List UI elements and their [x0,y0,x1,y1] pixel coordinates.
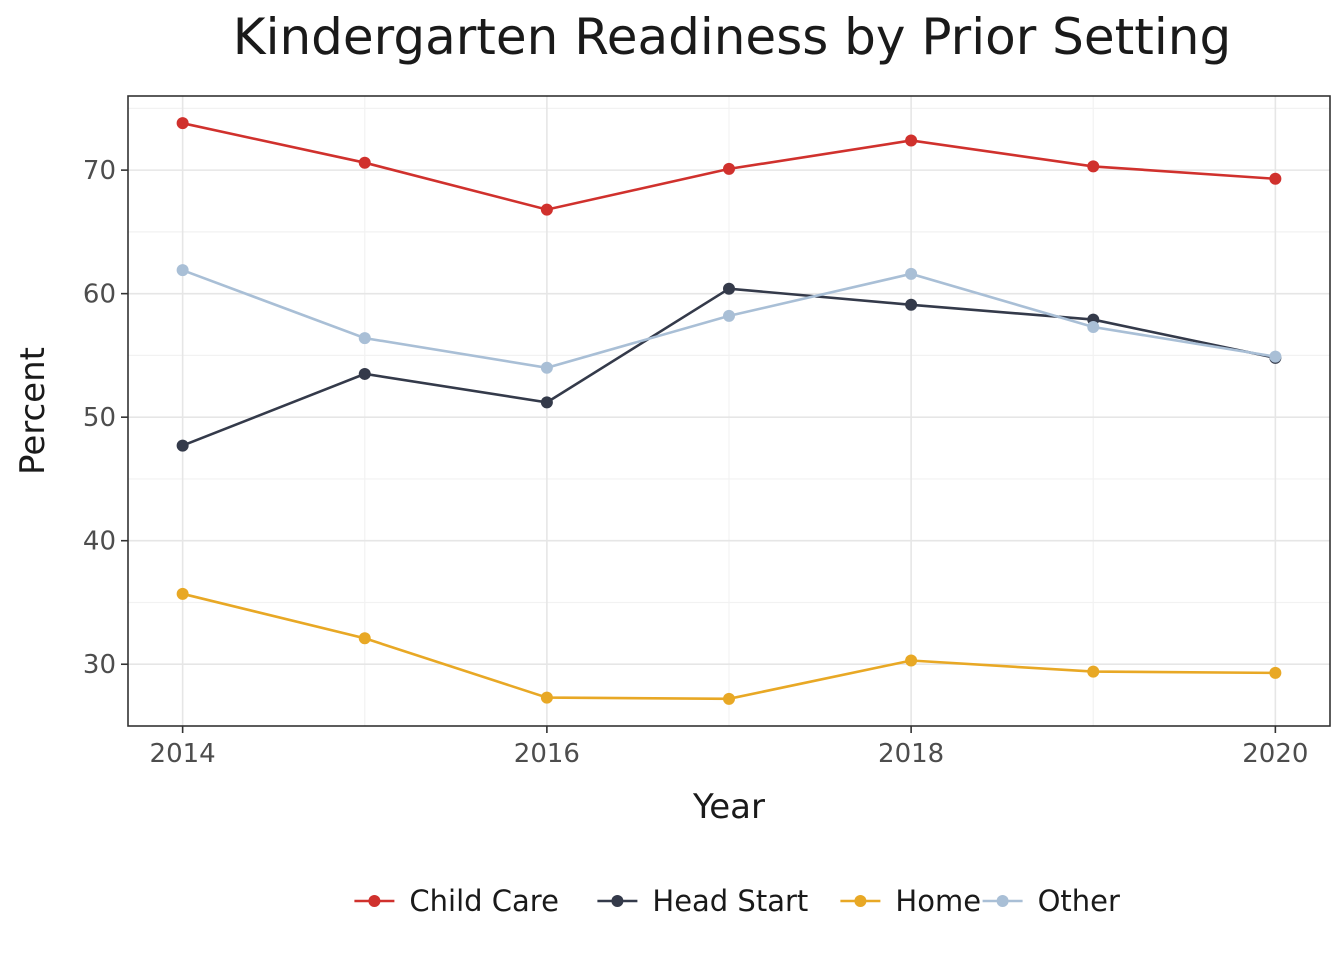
y-tick-label: 60 [83,280,116,310]
y-tick-label: 30 [83,650,116,680]
data-point-other [176,264,189,277]
legend-key-point [854,895,867,907]
y-tick-label: 70 [83,156,116,186]
x-tick-label: 2016 [514,739,580,769]
legend-key-point [611,895,624,907]
data-point-other [540,361,553,374]
data-point-other [358,332,371,345]
plot-panel-border [127,95,1331,727]
data-point-head-start [540,396,553,409]
data-point-child-care [1269,172,1282,185]
series-layer [176,117,1282,705]
y-tick-label: 40 [83,527,116,557]
legend-label: Home [895,884,981,918]
data-point-head-start [723,282,735,295]
data-point-child-care [358,156,371,169]
legend-label: Other [1038,884,1120,918]
legend-item-home: Home [840,884,981,918]
legend: Child Care Head Start Home Other [354,884,1120,918]
grid [128,96,1330,726]
legend-label: Head Start [652,884,808,918]
data-point-child-care [723,162,735,175]
data-point-head-start [905,298,918,311]
data-point-child-care [176,117,189,130]
legend-item-other: Other [982,884,1120,918]
legend-key-point [996,895,1009,907]
y-axis-title: Percent [13,347,53,475]
data-point-other [905,267,918,280]
data-point-home [1087,665,1100,678]
data-point-home [905,654,918,667]
x-tick-label: 2018 [878,739,944,769]
data-point-home [358,632,371,645]
x-axis-title: Year [692,787,765,827]
data-point-head-start [358,367,371,380]
y-tick-label: 50 [83,403,116,433]
data-point-child-care [540,203,553,216]
x-tick-label: 2020 [1242,739,1308,769]
axes: 30 40 50 60 70 2014 2016 2018 2020 [83,156,1309,769]
data-point-other [1269,350,1282,363]
data-point-child-care [1087,160,1100,173]
legend-item-child-care: Child Care [354,884,559,918]
data-point-other [723,309,735,322]
data-point-head-start [176,439,189,452]
data-point-home [540,691,553,704]
data-point-home [1269,666,1282,679]
legend-item-head-start: Head Start [597,884,808,918]
data-point-home [723,692,735,705]
chart-title: Kindergarten Readiness by Prior Setting [233,8,1231,66]
data-point-child-care [905,134,918,147]
legend-key-point [368,895,381,907]
data-point-home [176,587,189,600]
data-point-other [1087,321,1100,333]
x-tick-label: 2014 [150,739,216,769]
legend-label: Child Care [409,884,559,918]
